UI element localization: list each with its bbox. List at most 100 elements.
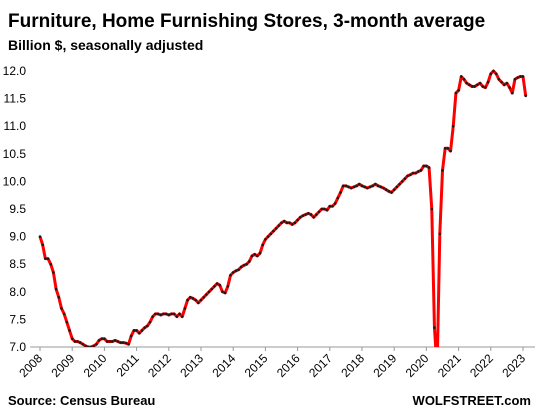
- data-point: [505, 81, 509, 85]
- data-point: [368, 185, 372, 189]
- data-point: [398, 182, 401, 186]
- data-point: [159, 313, 163, 317]
- data-point: [406, 174, 409, 178]
- data-point: [419, 169, 423, 172]
- plot-area: [38, 69, 528, 347]
- data-point: [336, 196, 340, 200]
- x-tick-label: 2014: [210, 351, 239, 380]
- data-point: [127, 342, 130, 346]
- data-point: [510, 91, 514, 95]
- data-point: [395, 185, 399, 189]
- data-point: [312, 215, 316, 219]
- data-point: [430, 207, 434, 211]
- data-point: [352, 185, 356, 189]
- data-point: [223, 291, 227, 295]
- data-point: [476, 83, 479, 87]
- x-tick-label: 2012: [145, 351, 174, 380]
- data-point: [317, 210, 321, 214]
- data-point: [417, 170, 420, 173]
- data-point: [60, 307, 63, 310]
- data-point: [296, 218, 299, 222]
- data-point: [366, 186, 369, 190]
- data-point: [175, 315, 179, 318]
- data-point: [129, 334, 133, 338]
- data-point: [484, 86, 487, 89]
- data-point: [234, 269, 238, 273]
- data-point: [38, 235, 42, 238]
- data-point: [44, 257, 47, 260]
- data-point: [481, 85, 485, 88]
- x-tick-label: 2021: [435, 351, 464, 380]
- data-point: [358, 182, 361, 186]
- data-point: [76, 340, 79, 343]
- data-point: [392, 188, 396, 191]
- data-point: [221, 290, 224, 294]
- data-point: [92, 344, 95, 347]
- data-point: [256, 254, 259, 258]
- data-point: [462, 77, 466, 81]
- data-point: [363, 185, 366, 189]
- data-point: [293, 221, 297, 225]
- data-point: [492, 69, 495, 73]
- data-point: [116, 340, 120, 343]
- data-point: [486, 80, 490, 84]
- data-point: [323, 207, 326, 211]
- data-point: [202, 296, 205, 299]
- data-point: [132, 329, 136, 332]
- x-tick-label: 2015: [242, 351, 271, 380]
- data-point: [135, 329, 138, 332]
- y-tick-label: 10.0: [3, 174, 27, 188]
- data-point: [84, 344, 87, 347]
- data-point: [513, 77, 517, 81]
- data-point: [422, 164, 426, 168]
- data-point: [328, 204, 332, 208]
- data-point: [339, 191, 342, 194]
- data-point: [245, 262, 248, 266]
- data-point: [100, 337, 104, 341]
- data-point: [449, 149, 452, 153]
- data-point: [478, 81, 482, 85]
- data-point: [470, 85, 474, 88]
- data-point: [191, 297, 195, 300]
- data-point: [68, 329, 71, 332]
- data-point: [360, 184, 364, 188]
- data-point: [384, 188, 388, 191]
- data-point: [288, 221, 291, 225]
- data-point: [524, 94, 527, 98]
- data-point: [521, 75, 525, 78]
- data-point: [409, 173, 412, 177]
- data-point: [237, 268, 240, 272]
- data-point: [229, 273, 232, 277]
- data-point: [266, 235, 270, 238]
- data-point: [264, 238, 267, 241]
- data-point: [473, 85, 477, 88]
- data-point: [390, 191, 393, 194]
- y-tick-label: 8.0: [9, 285, 26, 299]
- data-point: [162, 312, 165, 316]
- y-tick-label: 9.5: [9, 202, 26, 216]
- data-point: [87, 345, 90, 347]
- data-point: [519, 75, 522, 78]
- data-point: [215, 282, 219, 285]
- x-tick-label: 2022: [467, 351, 496, 380]
- data-point: [119, 341, 122, 344]
- data-point: [97, 339, 101, 342]
- data-point: [180, 315, 184, 318]
- data-point: [178, 312, 181, 316]
- data-point: [78, 341, 82, 344]
- data-point: [210, 287, 214, 291]
- data-point: [103, 337, 106, 341]
- data-point: [290, 223, 294, 226]
- data-point: [374, 182, 377, 186]
- data-point: [172, 312, 176, 316]
- data-point: [146, 324, 149, 328]
- data-point: [248, 260, 251, 263]
- data-point: [298, 215, 302, 219]
- y-tick-label: 12.0: [3, 64, 27, 78]
- data-point: [301, 214, 305, 217]
- data-point: [242, 264, 246, 267]
- data-point: [443, 146, 447, 150]
- data-point: [164, 312, 168, 316]
- x-tick-label: 2018: [338, 351, 367, 380]
